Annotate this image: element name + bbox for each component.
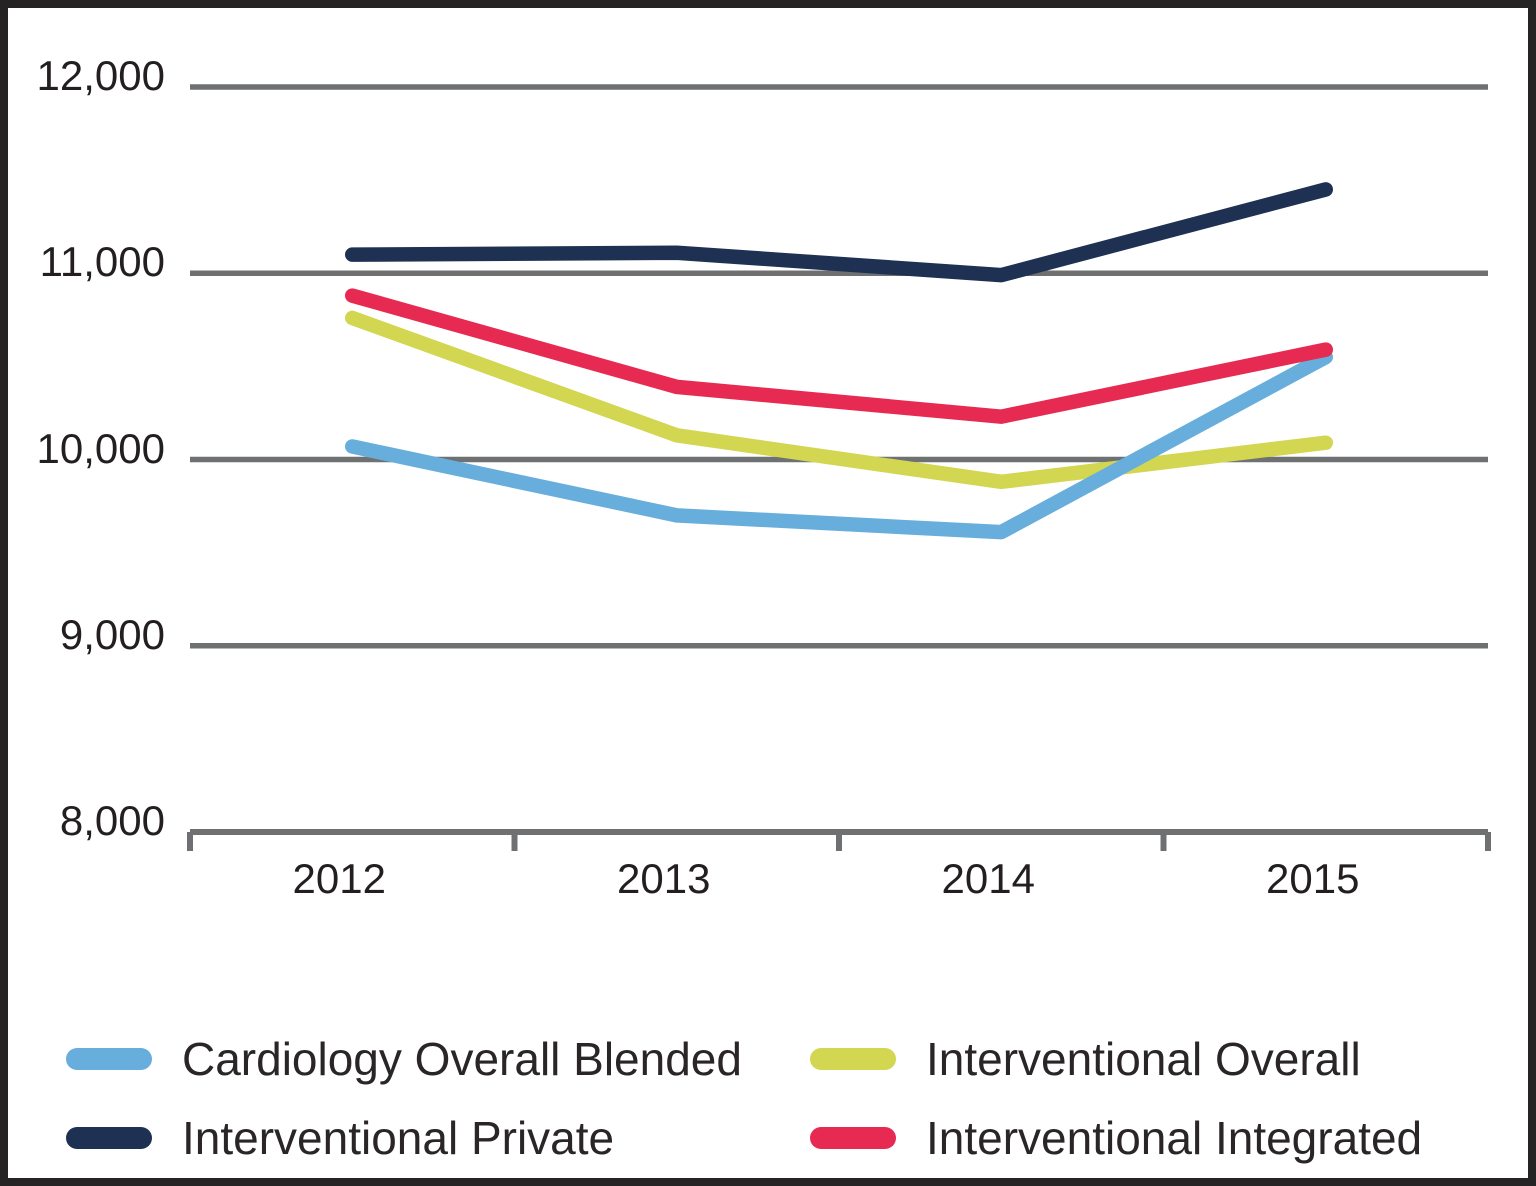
legend-item: Interventional Overall (810, 1031, 1361, 1087)
legend-item: Interventional Private (66, 1110, 614, 1166)
x-axis-tick-label: 2013 (617, 855, 711, 902)
x-axis-tick-label: 2012 (292, 855, 386, 902)
legend-label: Interventional Overall (926, 1033, 1361, 1085)
x-axis-tick-label: 2015 (1266, 855, 1360, 902)
legend-item: Cardiology Overall Blended (66, 1031, 742, 1087)
legend-swatch-icon (810, 1048, 896, 1070)
y-axis-tick-label: 11,000 (39, 238, 165, 286)
legend-label: Interventional Private (182, 1112, 615, 1164)
legend-swatch-icon (66, 1127, 152, 1149)
y-axis-tick-label: 9,000 (59, 610, 165, 658)
y-axis-tick-label: 10,000 (36, 424, 165, 472)
legend-label: Cardiology Overall Blended (182, 1033, 742, 1085)
legend-swatch-icon (810, 1127, 896, 1149)
y-axis-tick-label: 12,000 (36, 52, 165, 99)
x-axis-tick-label: 2014 (941, 855, 1035, 902)
legend-swatch-icon (66, 1048, 152, 1070)
legend-label: Interventional Integrated (926, 1112, 1423, 1164)
plot-area (187, 84, 1491, 851)
y-axis-tick-label: 8,000 (59, 797, 165, 844)
legend-item: Interventional Integrated (810, 1110, 1422, 1166)
